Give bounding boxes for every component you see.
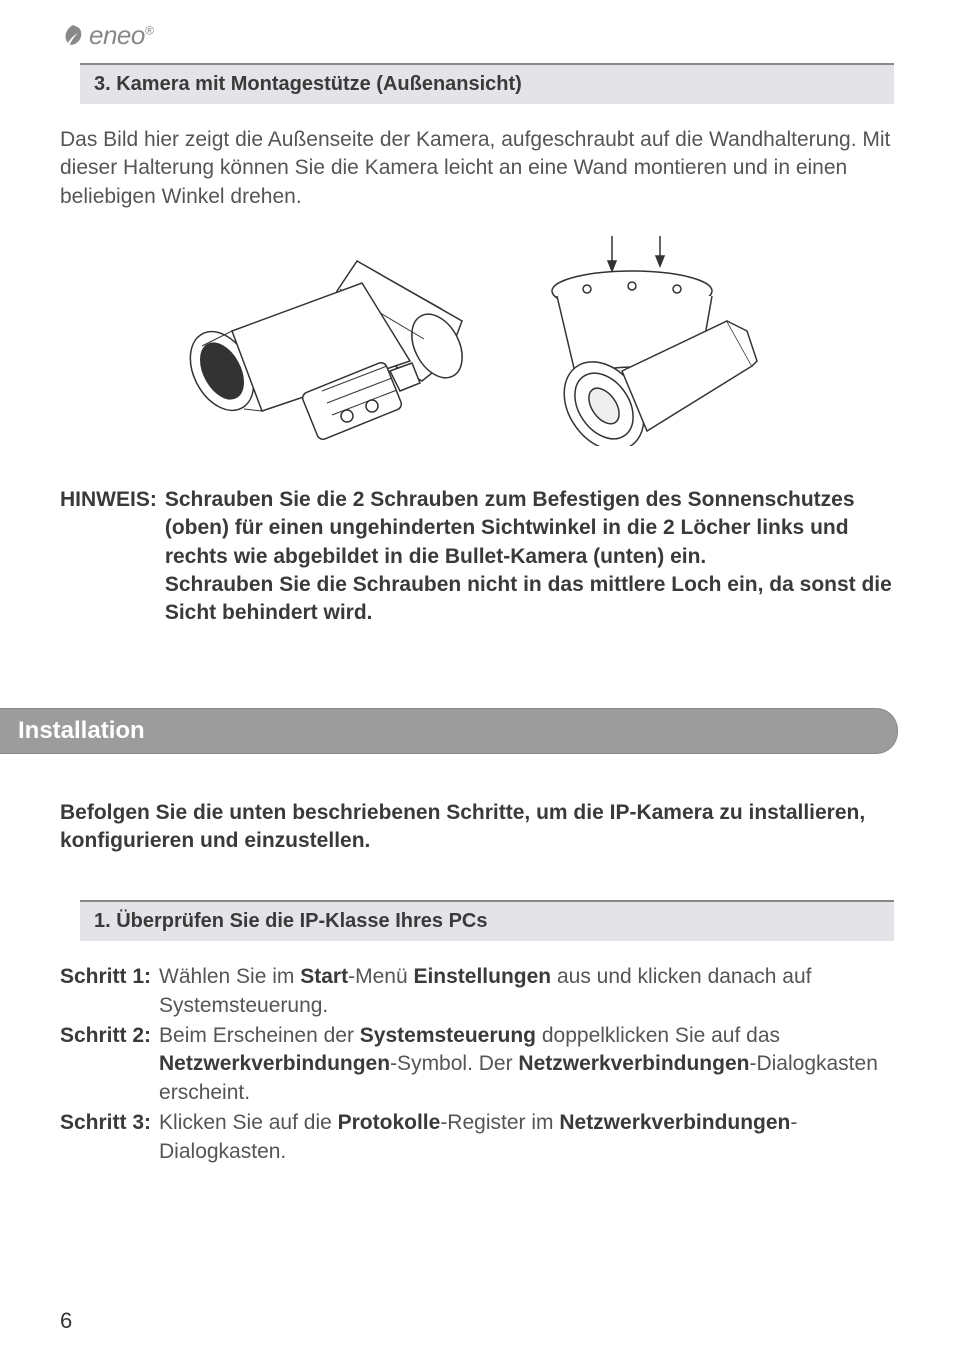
hinweis-line1: Schrauben Sie die 2 Schrauben zum Befest… xyxy=(165,488,855,568)
hinweis-body: Schrauben Sie die 2 Schrauben zum Befest… xyxy=(165,486,894,628)
hinweis-label: HINWEIS: xyxy=(60,486,157,628)
step-3: Schritt 3: Klicken Sie auf die Protokoll… xyxy=(60,1109,894,1166)
leaf-icon xyxy=(60,23,86,49)
camera-images-row xyxy=(60,231,894,446)
step-2-body: Beim Erscheinen der Systemsteuerung dopp… xyxy=(159,1022,894,1107)
camera-cylinder-illustration xyxy=(522,231,782,446)
steps-list: Schritt 1: Wählen Sie im Start-Menü Eins… xyxy=(60,963,894,1165)
step-1-body: Wählen Sie im Start-Menü Einstellungen a… xyxy=(159,963,894,1020)
page-number: 6 xyxy=(60,1308,72,1334)
camera-mounted-illustration xyxy=(172,231,482,446)
section-header-ipklasse: 1. Überprüfen Sie die IP-Klasse Ihres PC… xyxy=(80,900,894,941)
logo-text: eneo® xyxy=(89,20,153,51)
hinweis-block: HINWEIS: Schrauben Sie die 2 Schrauben z… xyxy=(60,486,894,628)
step-2: Schritt 2: Beim Erscheinen der Systemste… xyxy=(60,1022,894,1107)
section1-body: Das Bild hier zeigt die Außenseite der K… xyxy=(60,126,894,211)
step-2-label: Schritt 2: xyxy=(60,1022,151,1107)
step-3-label: Schritt 3: xyxy=(60,1109,151,1166)
step-1: Schritt 1: Wählen Sie im Start-Menü Eins… xyxy=(60,963,894,1020)
step-3-body: Klicken Sie auf die Protokolle-Register … xyxy=(159,1109,894,1166)
brand-logo: eneo® xyxy=(60,20,894,51)
section-header-kamera: 3. Kamera mit Montagestütze (Außenansich… xyxy=(80,63,894,104)
hinweis-line2: Schrauben Sie die Schrauben nicht in das… xyxy=(165,573,892,624)
step-1-label: Schritt 1: xyxy=(60,963,151,1020)
installation-header: Installation xyxy=(0,708,898,754)
installation-intro: Befolgen Sie die unten beschriebenen Sch… xyxy=(60,799,894,856)
